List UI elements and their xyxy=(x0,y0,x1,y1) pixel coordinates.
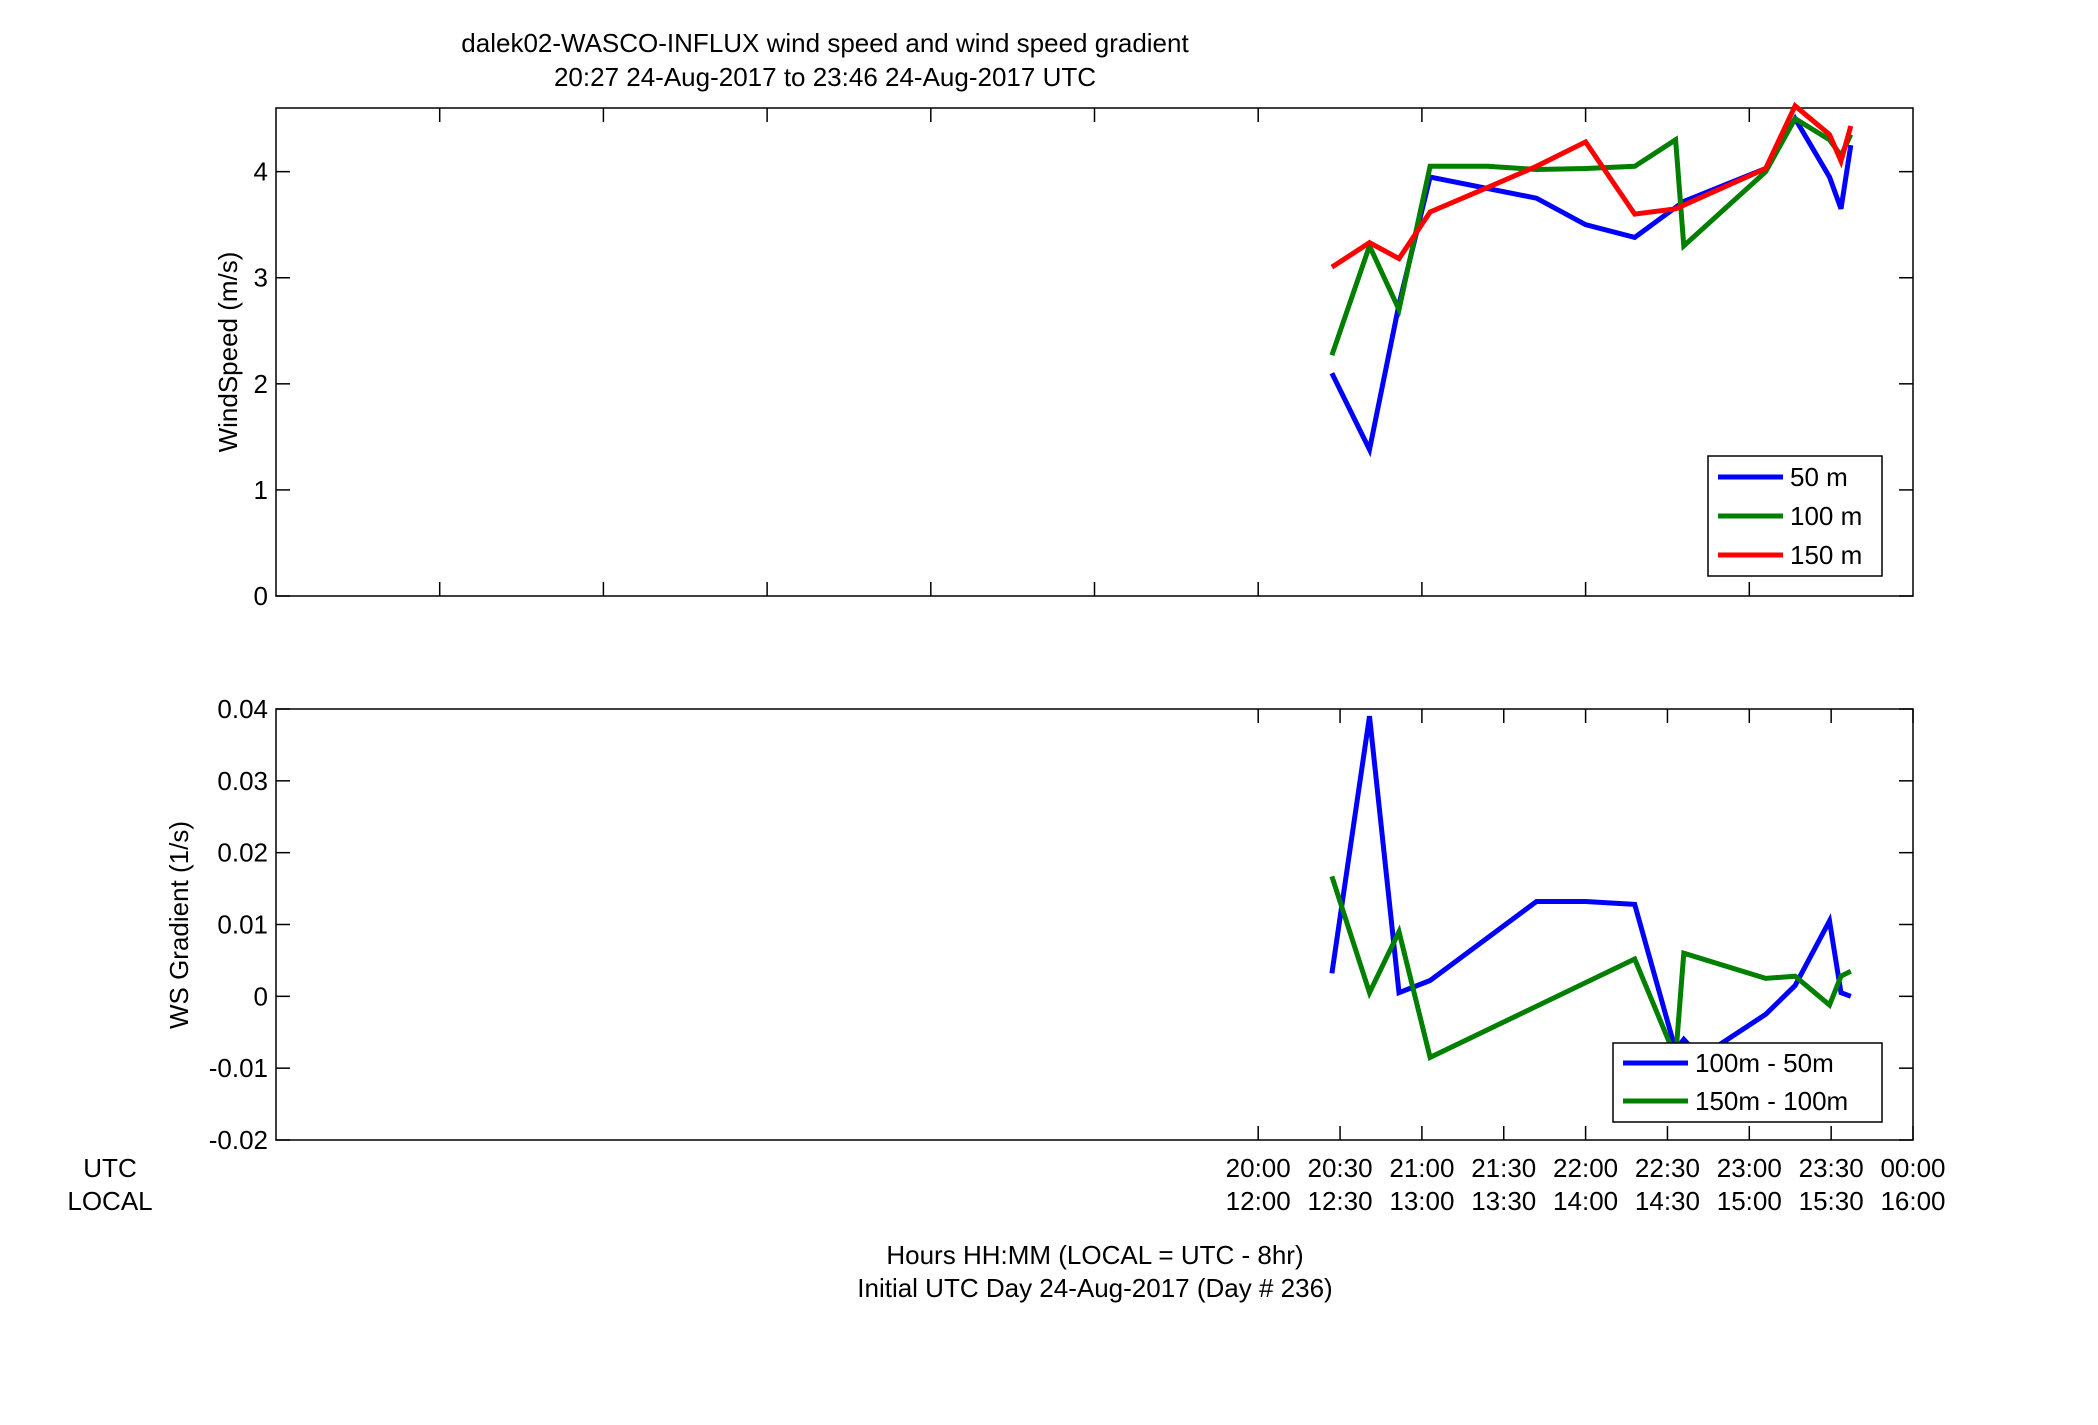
gradient-x-ticks xyxy=(1257,709,1914,1140)
gradient-panel: -0.02 -0.01 0 0.01 0.02 0.03 0.04 WS Gradient … xyxy=(164,694,1914,1155)
windspeed-series-line-2 xyxy=(1329,115,1854,357)
x-tick-label-utc: 00:00 xyxy=(1880,1153,1945,1183)
x-tick-label-utc: 22:30 xyxy=(1635,1153,1700,1183)
x-tick-label-utc: 20:00 xyxy=(1226,1153,1291,1183)
x-axis-label-line2: Initial UTC Day 24-Aug-2017 (Day # 236) xyxy=(857,1273,1332,1303)
gradient-legend[interactable]: 100m - 50m 150m - 100m xyxy=(1612,1042,1883,1123)
x-tick-label-local: 13:00 xyxy=(1389,1186,1454,1216)
x-axis-label-line1: Hours HH:MM (LOCAL = UTC - 8hr) xyxy=(886,1240,1303,1270)
chart-title-line1: dalek02-WASCO-INFLUX wind speed and wind… xyxy=(461,28,1189,58)
windspeed-y-tick-label: 1 xyxy=(254,475,268,505)
x-tick-label-utc: 23:00 xyxy=(1717,1153,1782,1183)
windspeed-y-tick-label: 2 xyxy=(254,369,268,399)
windspeed-x-ticks xyxy=(438,108,1751,596)
x-tick-label-local: 13:30 xyxy=(1471,1186,1536,1216)
x-tick-label-local: 16:00 xyxy=(1880,1186,1945,1216)
gradient-series-line-2 xyxy=(1329,875,1852,1061)
gradient-y-tick-label: 0 xyxy=(254,981,268,1011)
x-tick-label-utc: 21:30 xyxy=(1471,1153,1536,1183)
x-tick-label-utc: 23:30 xyxy=(1799,1153,1864,1183)
legend-label-100m: 100 m xyxy=(1790,501,1862,531)
windspeed-y-ticks: 0 1 2 3 4 xyxy=(254,157,1913,611)
windspeed-series xyxy=(1329,101,1854,458)
x-tick-label-utc: 22:00 xyxy=(1553,1153,1618,1183)
x-tick-label-local: 14:30 xyxy=(1635,1186,1700,1216)
gradient-legend-box xyxy=(1612,1042,1883,1123)
windspeed-y-tick-label: 3 xyxy=(254,263,268,293)
gradient-y-tick-label: 0.01 xyxy=(217,910,268,940)
gradient-y-tick-label: 0.04 xyxy=(217,694,268,724)
windspeed-legend[interactable]: 50 m 100 m 150 m xyxy=(1707,455,1883,577)
x-tick-label-local: 14:00 xyxy=(1553,1186,1618,1216)
windspeed-y-tick-label: 0 xyxy=(254,581,268,611)
chart-title-line2: 20:27 24-Aug-2017 to 23:46 24-Aug-2017 U… xyxy=(554,62,1096,92)
gradient-y-tick-label: -0.01 xyxy=(209,1053,268,1083)
windspeed-series-line-3 xyxy=(1330,101,1854,270)
windspeed-plot-area xyxy=(275,107,1914,597)
x-tick-label-local: 15:00 xyxy=(1717,1186,1782,1216)
x-tick-label-utc: 21:00 xyxy=(1389,1153,1454,1183)
windspeed-y-tick-label: 4 xyxy=(254,157,268,187)
x-tick-label-local: 12:30 xyxy=(1308,1186,1373,1216)
gradient-y-tick-label: 0.02 xyxy=(217,838,268,868)
gradient-y-tick-label: 0.03 xyxy=(217,766,268,796)
x-row-label-local: LOCAL xyxy=(67,1186,152,1216)
windspeed-y-axis-label: WindSpeed (m/s) xyxy=(213,252,243,453)
windspeed-panel: 0 1 2 3 4 WindSpeed (m/s) 50 m 100 m 150 m xyxy=(213,101,1914,611)
legend-label-50m: 50 m xyxy=(1790,462,1848,492)
legend-label-100m-50m: 100m - 50m xyxy=(1695,1048,1834,1078)
legend-label-150m-100m: 150m - 100m xyxy=(1695,1086,1848,1116)
gradient-y-axis-label: WS Gradient (1/s) xyxy=(164,821,194,1029)
gradient-y-tick-label: -0.02 xyxy=(209,1125,268,1155)
x-tick-label-utc: 20:30 xyxy=(1308,1153,1373,1183)
gradient-y-ticks: -0.02 -0.01 0 0.01 0.02 0.03 0.04 xyxy=(209,694,1913,1155)
x-tick-label-local: 15:30 xyxy=(1799,1186,1864,1216)
x-row-label-utc: UTC xyxy=(83,1153,136,1183)
x-tick-label-local: 12:00 xyxy=(1226,1186,1291,1216)
legend-label-150m: 150 m xyxy=(1790,540,1862,570)
